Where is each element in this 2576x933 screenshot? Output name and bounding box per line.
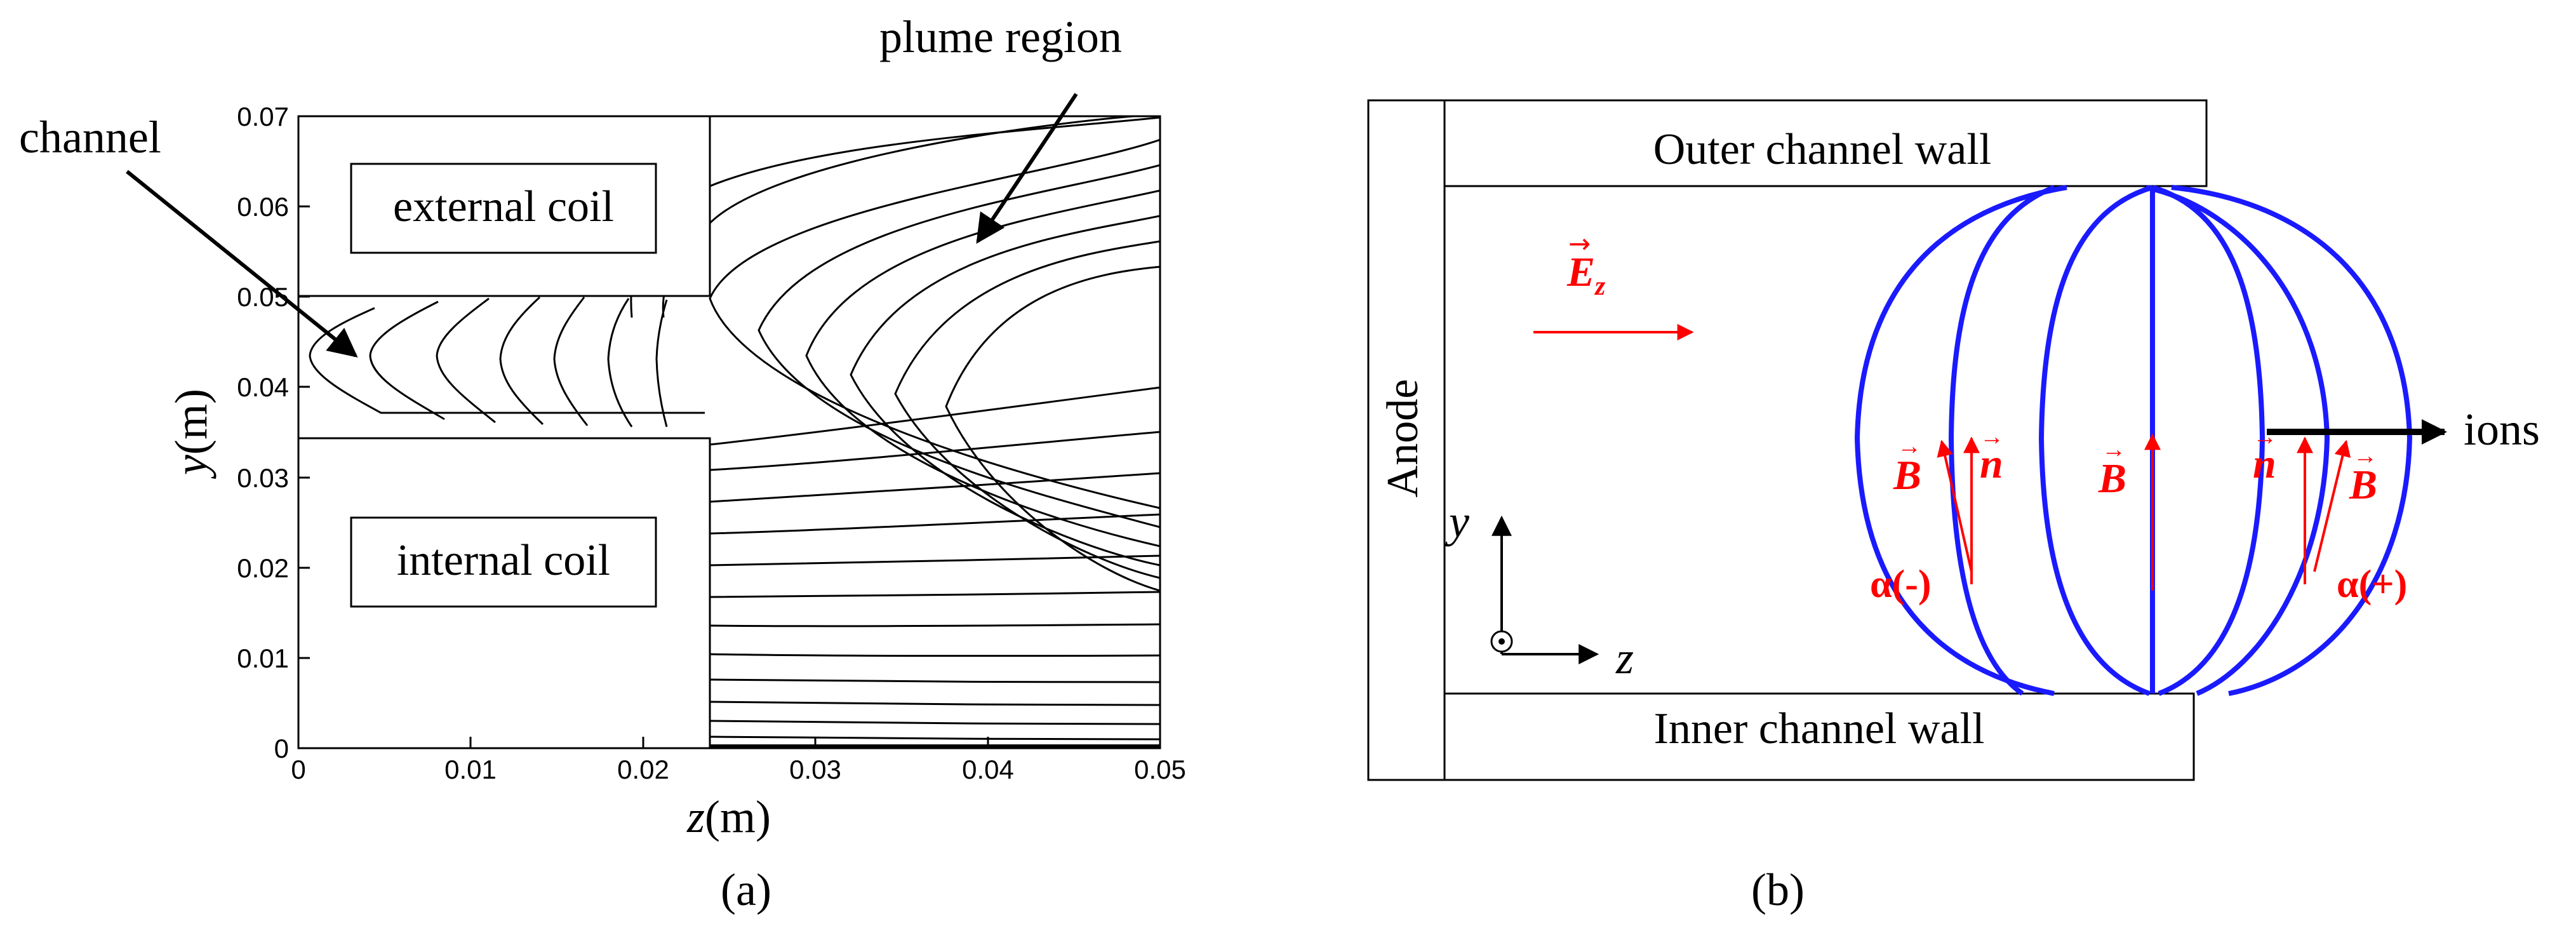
field-line (2171, 185, 2413, 696)
caption-b: (b) (1751, 864, 1805, 915)
field-line (2038, 185, 2154, 696)
b-vector-mark-center: → (2102, 436, 2126, 463)
panel-b: Anode Outer channel wall Inner channel w… (1367, 99, 2540, 915)
b-vector-mark-right: → (2353, 443, 2377, 469)
caption-a: (a) (721, 864, 771, 915)
coord-y-label: y (1445, 496, 1469, 547)
x-tick-label: 0.04 (962, 755, 1014, 784)
y-axis-var: y (166, 455, 217, 480)
internal-coil-label: internal coil (397, 536, 610, 585)
y-tick-label: 0.07 (237, 102, 289, 131)
outer-wall-label: Outer channel wall (1653, 125, 1992, 174)
anode-block (1367, 99, 1446, 781)
external-coil-label: external coil (393, 182, 614, 231)
field-line (1948, 185, 2055, 696)
x-tick-label: 0.03 (789, 755, 841, 784)
x-tick-label: 0 (291, 755, 305, 784)
field-line-group (1854, 185, 2413, 696)
y-tick-label: 0.02 (237, 553, 289, 583)
b-vector-right (2313, 440, 2351, 572)
field-contours (309, 116, 1160, 741)
y-ticks (298, 115, 310, 749)
outer-channel-wall (1443, 99, 2208, 187)
plot-frame (297, 115, 1161, 749)
n-label-right: n (2253, 441, 2276, 487)
b-label-right: B (2349, 462, 2377, 508)
y-axis-unit: (m) (166, 389, 217, 455)
x-ticks (297, 737, 1161, 748)
n-vector-mark-left: → (1980, 424, 2004, 450)
y-tick-label: 0.01 (237, 643, 289, 673)
alpha-neg-label: α(-) (1870, 563, 1932, 606)
internal-coil-box (350, 516, 657, 608)
y-tick-label: 0 (274, 734, 289, 763)
plume-callout-arrow (976, 93, 1078, 244)
panel-a: external coil internal coil 0 0.01 0.02 … (19, 11, 1186, 915)
field-line (1854, 185, 2067, 696)
alpha-pos-label: α(+) (2337, 563, 2407, 606)
e-field-label: Ez (1566, 249, 1606, 301)
x-tick-label: 0.05 (1134, 755, 1186, 784)
x-tick-labels: 0 0.01 0.02 0.03 0.04 0.05 (291, 755, 1186, 784)
x-axis-var: z (686, 791, 705, 842)
n-vector-mark-right: → (2253, 424, 2277, 450)
b-label-center: B (2098, 455, 2126, 502)
channel-callout-arrow (126, 170, 358, 358)
field-line (2146, 185, 2330, 696)
x-tick-label: 0.01 (444, 755, 497, 784)
y-axis-title: y(m) (166, 389, 217, 480)
x-axis-unit: (m) (705, 791, 771, 842)
e-field-symbol: E (1566, 249, 1595, 295)
x-axis-title: z(m) (686, 791, 771, 842)
b-label-left: B (1893, 452, 1921, 499)
e-field-subscript: z (1594, 272, 1606, 301)
x-out-of-page-dot (1498, 638, 1505, 645)
field-line (2151, 185, 2266, 696)
x-tick-label: 0.02 (617, 755, 669, 784)
plume-callout-label: plume region (879, 11, 1122, 62)
channel-callout-label: channel (19, 112, 161, 163)
e-vector-mark: → (1568, 228, 1591, 259)
anode-label: Anode (1378, 379, 1427, 498)
external-coil-box (350, 163, 657, 254)
b-vector-left (1937, 440, 1973, 572)
y-tick-labels: 0 0.01 0.02 0.03 0.04 0.05 0.06 0.07 (237, 102, 289, 763)
coord-z-label: z (1615, 633, 1634, 683)
y-tick-label: 0.04 (237, 372, 289, 402)
y-tick-label: 0.06 (237, 192, 289, 222)
inner-wall-label: Inner channel wall (1654, 704, 1985, 753)
inner-channel-wall (1443, 692, 2195, 781)
n-label-left: n (1980, 441, 2003, 487)
b-vector-mark-left: → (1897, 433, 1921, 460)
ions-label: ions (2464, 404, 2540, 455)
y-tick-label: 0.03 (237, 463, 289, 493)
